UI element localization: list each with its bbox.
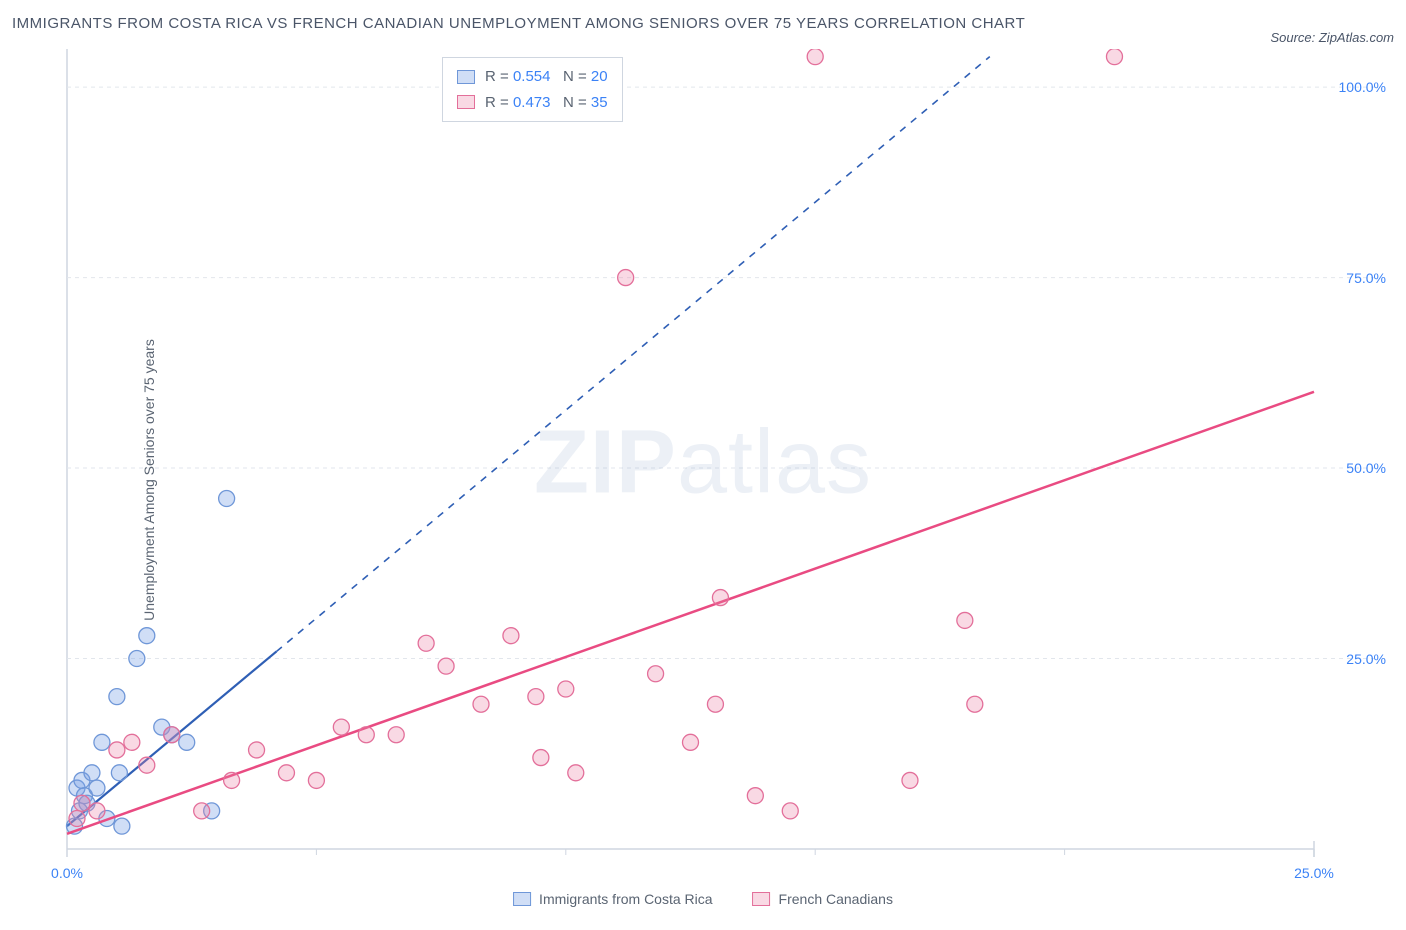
legend-swatch	[513, 892, 531, 906]
stats-row: R = 0.554 N = 20	[457, 64, 608, 90]
r-value[interactable]: 0.554	[513, 68, 551, 85]
legend-swatch	[753, 892, 771, 906]
x-tick-label: 0.0%	[51, 865, 83, 881]
scatter-plot	[12, 49, 1394, 911]
y-axis-label: Unemployment Among Seniors over 75 years	[141, 339, 157, 621]
legend-item: French Canadians	[753, 891, 893, 907]
correlation-stats-box: R = 0.554 N = 20R = 0.473 N = 35	[442, 57, 623, 122]
header: IMMIGRANTS FROM COSTA RICA VS FRENCH CAN…	[12, 12, 1394, 45]
legend-swatch	[457, 95, 475, 109]
legend: Immigrants from Costa Rica French Canadia…	[513, 891, 893, 907]
r-value[interactable]: 0.473	[513, 94, 551, 111]
source-attribution: Source: ZipAtlas.com	[1270, 30, 1394, 45]
y-tick-label: 25.0%	[1346, 651, 1386, 667]
y-tick-label: 100.0%	[1339, 79, 1386, 95]
legend-item: Immigrants from Costa Rica	[513, 891, 712, 907]
y-tick-label: 50.0%	[1346, 460, 1386, 476]
chart-area: Unemployment Among Seniors over 75 years…	[12, 49, 1394, 911]
stats-row: R = 0.473 N = 35	[457, 90, 608, 116]
x-tick-label: 25.0%	[1294, 865, 1334, 881]
n-value[interactable]: 20	[591, 68, 608, 85]
n-value[interactable]: 35	[591, 94, 608, 111]
y-tick-label: 75.0%	[1346, 270, 1386, 286]
legend-label: French Canadians	[779, 891, 893, 907]
legend-label: Immigrants from Costa Rica	[539, 891, 712, 907]
legend-swatch	[457, 70, 475, 84]
chart-title: IMMIGRANTS FROM COSTA RICA VS FRENCH CAN…	[12, 12, 1025, 36]
